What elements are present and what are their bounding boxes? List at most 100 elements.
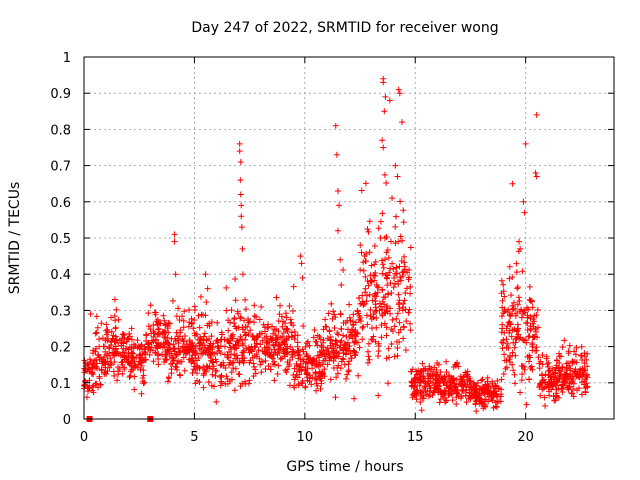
data-point: [217, 382, 224, 389]
data-point: [362, 180, 369, 187]
data-point: [441, 394, 448, 401]
data-point: [155, 326, 162, 333]
data-point: [238, 314, 245, 321]
data-point: [441, 374, 448, 381]
data-point: [245, 380, 252, 387]
data-point: [506, 263, 513, 270]
data-point: [396, 338, 403, 345]
data-point: [305, 356, 312, 363]
data-point: [98, 320, 105, 327]
data-point: [360, 267, 367, 274]
data-point: [340, 332, 347, 339]
data-point: [497, 398, 504, 405]
data-point: [363, 312, 370, 319]
chart-title: Day 247 of 2022, SRMTID for receiver won…: [191, 20, 498, 36]
data-point: [397, 326, 404, 333]
data-point: [583, 374, 590, 381]
data-point: [104, 368, 111, 375]
spike-point: [389, 195, 396, 202]
data-point: [276, 340, 283, 347]
data-point: [174, 360, 181, 367]
data-point: [180, 354, 187, 361]
data-point: [119, 349, 126, 356]
data-point: [94, 324, 101, 331]
data-point: [427, 392, 434, 399]
data-point: [391, 353, 398, 360]
data-point: [388, 326, 395, 333]
data-point: [313, 338, 320, 345]
data-point: [460, 384, 467, 391]
data-point: [252, 343, 259, 350]
data-point: [196, 378, 203, 385]
data-point: [232, 275, 239, 282]
data-point: [333, 374, 340, 381]
data-point: [245, 344, 252, 351]
spike-point: [171, 238, 178, 245]
data-point: [559, 374, 566, 381]
data-point: [279, 323, 286, 330]
data-point: [399, 307, 406, 314]
data-point: [291, 382, 298, 389]
data-point: [366, 291, 373, 298]
data-point: [196, 324, 203, 331]
data-point: [509, 302, 516, 309]
data-point: [295, 381, 302, 388]
data-point: [256, 316, 263, 323]
data-point: [90, 389, 97, 396]
spike-point: [396, 90, 403, 97]
data-point: [317, 336, 324, 343]
data-point: [395, 291, 402, 298]
data-point: [579, 369, 586, 376]
data-point: [431, 384, 438, 391]
data-point: [193, 362, 200, 369]
data-point: [211, 383, 218, 390]
data-point: [161, 317, 168, 324]
data-point: [111, 312, 118, 319]
data-point: [583, 380, 590, 387]
data-point: [397, 277, 404, 284]
data-point: [357, 318, 364, 325]
data-point: [366, 356, 373, 363]
data-point: [323, 323, 330, 330]
data-point: [140, 372, 147, 379]
data-point: [168, 370, 175, 377]
data-point: [503, 344, 510, 351]
data-point: [365, 228, 372, 235]
data-point: [449, 397, 456, 404]
data-point: [453, 400, 460, 407]
data-point: [290, 283, 297, 290]
data-point: [556, 359, 563, 366]
data-point: [426, 363, 433, 370]
data-point: [193, 350, 200, 357]
data-point: [411, 376, 418, 383]
data-point: [86, 356, 93, 363]
data-point: [166, 353, 173, 360]
data-point: [401, 253, 408, 260]
data-point: [104, 335, 111, 342]
spike-point: [334, 227, 341, 234]
data-point: [119, 358, 126, 365]
data-point: [396, 305, 403, 312]
data-point: [374, 283, 381, 290]
data-point: [332, 394, 339, 401]
data-point: [257, 341, 264, 348]
data-point: [201, 330, 208, 337]
data-point: [335, 331, 342, 338]
data-point: [317, 362, 324, 369]
data-point: [270, 330, 277, 337]
data-point: [135, 361, 142, 368]
data-point: [221, 343, 228, 350]
data-point: [106, 364, 113, 371]
data-point: [334, 370, 341, 377]
data-point: [180, 324, 187, 331]
data-point: [295, 348, 302, 355]
data-point: [237, 383, 244, 390]
data-point: [467, 378, 474, 385]
data-point: [563, 376, 570, 383]
data-point: [423, 381, 430, 388]
data-point: [326, 328, 333, 335]
spike-point: [386, 97, 393, 104]
data-point: [543, 353, 550, 360]
data-point: [365, 340, 372, 347]
data-point: [271, 361, 278, 368]
